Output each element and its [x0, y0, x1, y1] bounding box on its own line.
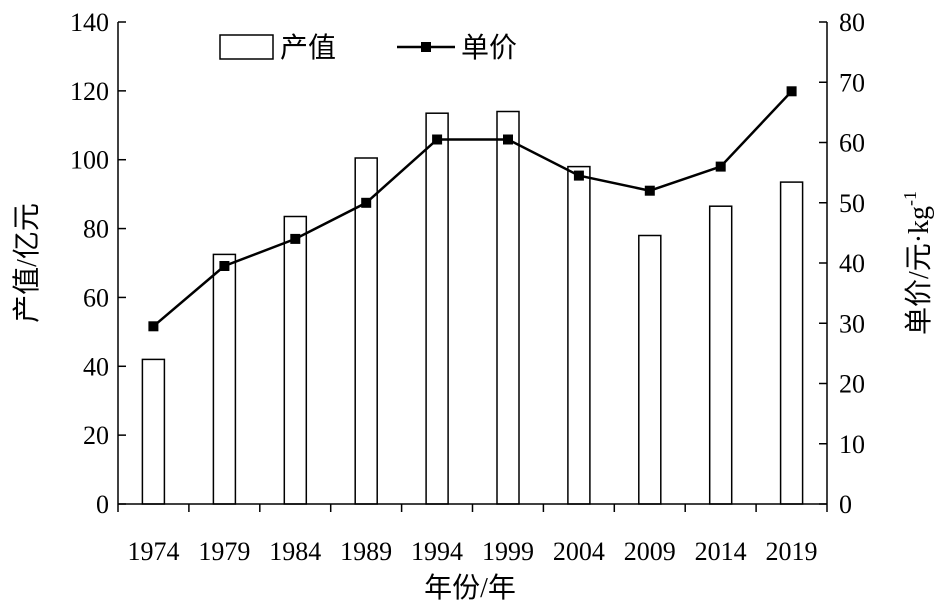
legend-bar-swatch [219, 34, 274, 60]
bar-1999 [496, 110, 520, 505]
right-tick-label: 50 [839, 189, 865, 218]
bar-2004 [567, 165, 591, 505]
right-tick-label: 30 [839, 309, 865, 338]
left-tick-label: 80 [83, 215, 109, 244]
x-tick-label: 1999 [482, 537, 534, 566]
price-point-1974 [148, 321, 159, 332]
legend: 产值 单价 [219, 32, 517, 64]
right-tick-label: 10 [839, 430, 865, 459]
price-point-1989 [361, 197, 372, 208]
x-tick-label: 2014 [695, 537, 747, 566]
price-point-2004 [573, 170, 584, 181]
bar-series [141, 110, 804, 505]
x-tick-label: 2019 [766, 537, 818, 566]
price-point-2019 [786, 86, 797, 97]
x-axis-ticks: 1974 1979 1984 1989 1994 1999 2004 2009 2014 2019 [117, 504, 828, 566]
legend-bar-label: 产值 [280, 32, 336, 64]
bar-2019 [779, 181, 804, 505]
bar-2009 [638, 234, 662, 505]
left-tick-label: 140 [70, 8, 109, 37]
right-tick-label: 60 [839, 129, 865, 158]
left-tick-label: 40 [83, 352, 109, 381]
x-tick-label: 2004 [553, 537, 605, 566]
right-tick-label: 80 [839, 8, 865, 37]
x-tick-label: 1994 [411, 537, 463, 566]
x-tick-label: 1984 [269, 537, 321, 566]
price-point-1979 [219, 261, 230, 271]
left-tick-label: 100 [70, 146, 109, 175]
legend-line-label: 单价 [461, 32, 517, 64]
left-tick-label: 20 [83, 421, 109, 450]
x-tick-label: 1974 [127, 537, 179, 566]
price-point-2014 [715, 161, 726, 172]
bar-1984 [283, 215, 308, 505]
left-tick-label: 120 [70, 77, 109, 106]
price-line [152, 90, 793, 328]
right-tick-label: 20 [839, 370, 865, 399]
right-tick-label: 0 [839, 490, 852, 519]
price-point-1999 [503, 134, 513, 145]
right-axis-title-main: 单价/元·kg [903, 206, 935, 335]
line-series [148, 86, 797, 332]
right-tick-label: 70 [839, 68, 865, 97]
bar-1994 [425, 112, 449, 505]
legend-line-marker [421, 42, 431, 52]
left-tick-label: 60 [83, 283, 109, 312]
left-axis-ticks: 0 20 40 60 80 100 120 140 [70, 8, 126, 519]
bar-1989 [354, 157, 378, 505]
x-tick-label: 2009 [624, 537, 676, 566]
price-point-1994 [432, 134, 443, 145]
x-tick-label: 1979 [198, 537, 250, 566]
left-tick-label: 0 [96, 490, 109, 519]
bar-2014 [708, 205, 733, 505]
right-axis-ticks: 0 10 20 30 40 50 60 70 80 [819, 8, 865, 519]
price-point-1984 [290, 233, 301, 244]
bar-1974 [141, 358, 166, 505]
x-axis-title: 年份/年 [424, 572, 516, 604]
right-axis-title: 单价/元·kg-1 [900, 191, 935, 335]
bar-1979 [212, 253, 237, 505]
x-tick-label: 1989 [340, 537, 392, 566]
right-tick-label: 40 [839, 249, 865, 278]
left-axis-title: 产值/亿元 [11, 203, 43, 323]
price-point-2009 [644, 185, 655, 196]
right-axis-title-superscript: -1 [900, 191, 920, 206]
